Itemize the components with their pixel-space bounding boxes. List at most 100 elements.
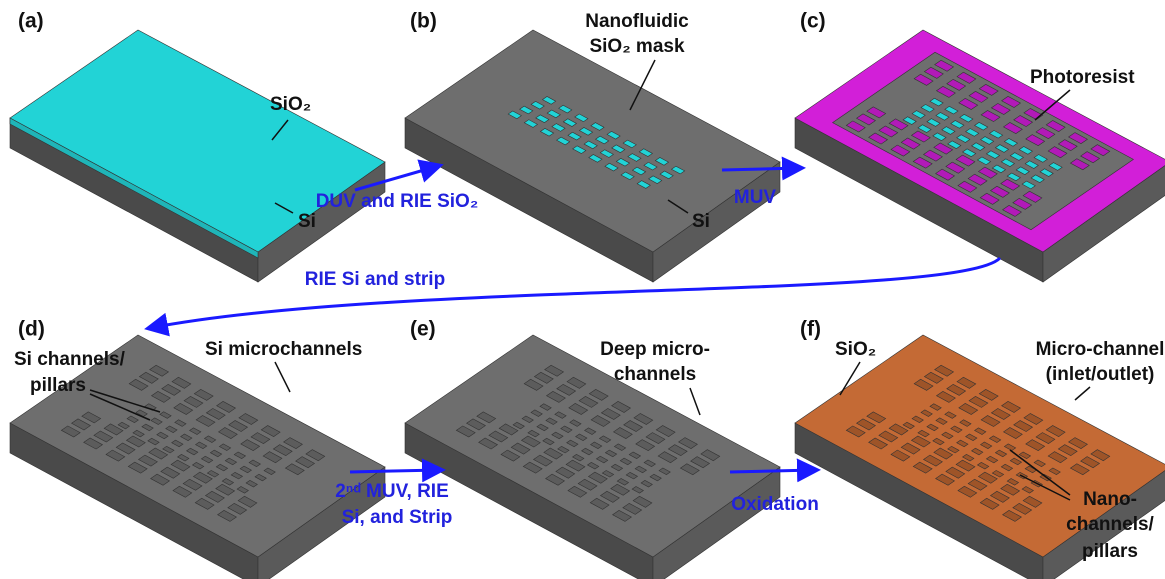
mask-feature [1015, 166, 1030, 175]
panel-label: (b) [410, 10, 437, 33]
pillar [523, 378, 544, 391]
pillar [610, 483, 631, 496]
nano-pillar [956, 439, 969, 448]
pillar [1002, 509, 1022, 522]
mask-feature [941, 126, 956, 135]
resist-pillar [934, 59, 955, 72]
pillar [215, 483, 236, 496]
pillar [977, 471, 998, 484]
pillar [160, 466, 181, 479]
pillar [955, 459, 976, 472]
nano-pillar [117, 421, 130, 430]
nano-pillar [530, 409, 543, 417]
pillar [989, 490, 1010, 503]
nano-pillar [536, 423, 549, 432]
nano-pillar [1021, 486, 1034, 494]
pillar [1069, 463, 1090, 476]
nano-pillar [610, 463, 624, 472]
nano-pillar [527, 429, 540, 438]
pillar [150, 473, 171, 486]
nano-pillar [194, 441, 208, 450]
resist-pillar [990, 103, 1011, 115]
pillar [295, 456, 316, 469]
mask-feature [551, 123, 566, 132]
nano-pillar [580, 447, 594, 456]
nano-pillar [979, 441, 993, 450]
pillar [667, 444, 688, 457]
resist-pillar [945, 161, 966, 174]
pillar [272, 444, 293, 457]
pillar [1047, 451, 1068, 464]
pillar [238, 413, 259, 425]
leader [89, 393, 151, 421]
resist-pillar [845, 120, 866, 133]
resist-pillar [955, 154, 976, 167]
pillar [968, 396, 989, 408]
annotation: Micro-channel [1036, 339, 1165, 360]
nano-pillar [132, 429, 145, 438]
resist-pillar [979, 192, 1000, 205]
nano-pillar [233, 451, 247, 459]
annotation: Nano- [1083, 489, 1137, 510]
resist-pillar [922, 149, 943, 162]
mask-feature [994, 144, 1010, 153]
pillar [690, 456, 711, 469]
mask-feature [578, 127, 594, 136]
pillar [1090, 449, 1111, 462]
leader [274, 202, 294, 214]
pillar [161, 383, 182, 396]
pillar [522, 461, 543, 474]
pillar [1002, 427, 1023, 439]
pillar [700, 449, 721, 462]
nano-pillar [156, 431, 169, 440]
nano-pillar [572, 453, 585, 462]
panel-label: (e) [410, 318, 436, 341]
arrow [144, 256, 1002, 337]
mask-feature [606, 130, 621, 140]
pillar [967, 478, 988, 491]
nano-pillar [147, 437, 160, 446]
annotation: channels [614, 364, 696, 385]
mask-feature [627, 153, 642, 162]
nano-pillar [613, 443, 627, 451]
pillar [115, 442, 136, 455]
pillar [868, 437, 889, 450]
mask-feature [991, 164, 1007, 174]
mask-feature [917, 124, 932, 133]
mask-feature [519, 105, 534, 115]
mask-feature [558, 104, 573, 114]
annotation: Si channels/ [14, 349, 126, 370]
mask-feature [530, 100, 545, 110]
resist-pillar [958, 98, 979, 110]
resist-pillar [1012, 197, 1033, 210]
pillar [1000, 483, 1021, 496]
nano-pillar [206, 470, 220, 478]
step-label: 2ⁿᵈ MUV, RIE [335, 481, 449, 502]
nano-pillar [950, 425, 963, 433]
pillar [127, 461, 148, 474]
nano-pillar [926, 423, 939, 432]
pillar [260, 425, 281, 437]
resist-pillar [1025, 134, 1046, 147]
pillar [1057, 444, 1078, 457]
pillar [958, 403, 979, 415]
pillar [217, 509, 237, 522]
pillar [283, 437, 303, 450]
pillar [170, 459, 191, 472]
mask-feature [507, 110, 522, 120]
mask-feature [956, 134, 971, 143]
pillar [93, 430, 114, 443]
mask-feature [574, 113, 589, 123]
leader [274, 361, 291, 393]
pillar [623, 420, 644, 432]
mask-feature [638, 148, 653, 157]
mask-feature [932, 132, 947, 141]
mask-feature [583, 140, 598, 150]
pillar [555, 466, 576, 479]
nano-pillar [584, 427, 597, 435]
leader [839, 361, 861, 396]
nano-pillar [911, 415, 924, 424]
nano-pillar [586, 462, 600, 470]
pillar [922, 454, 943, 467]
